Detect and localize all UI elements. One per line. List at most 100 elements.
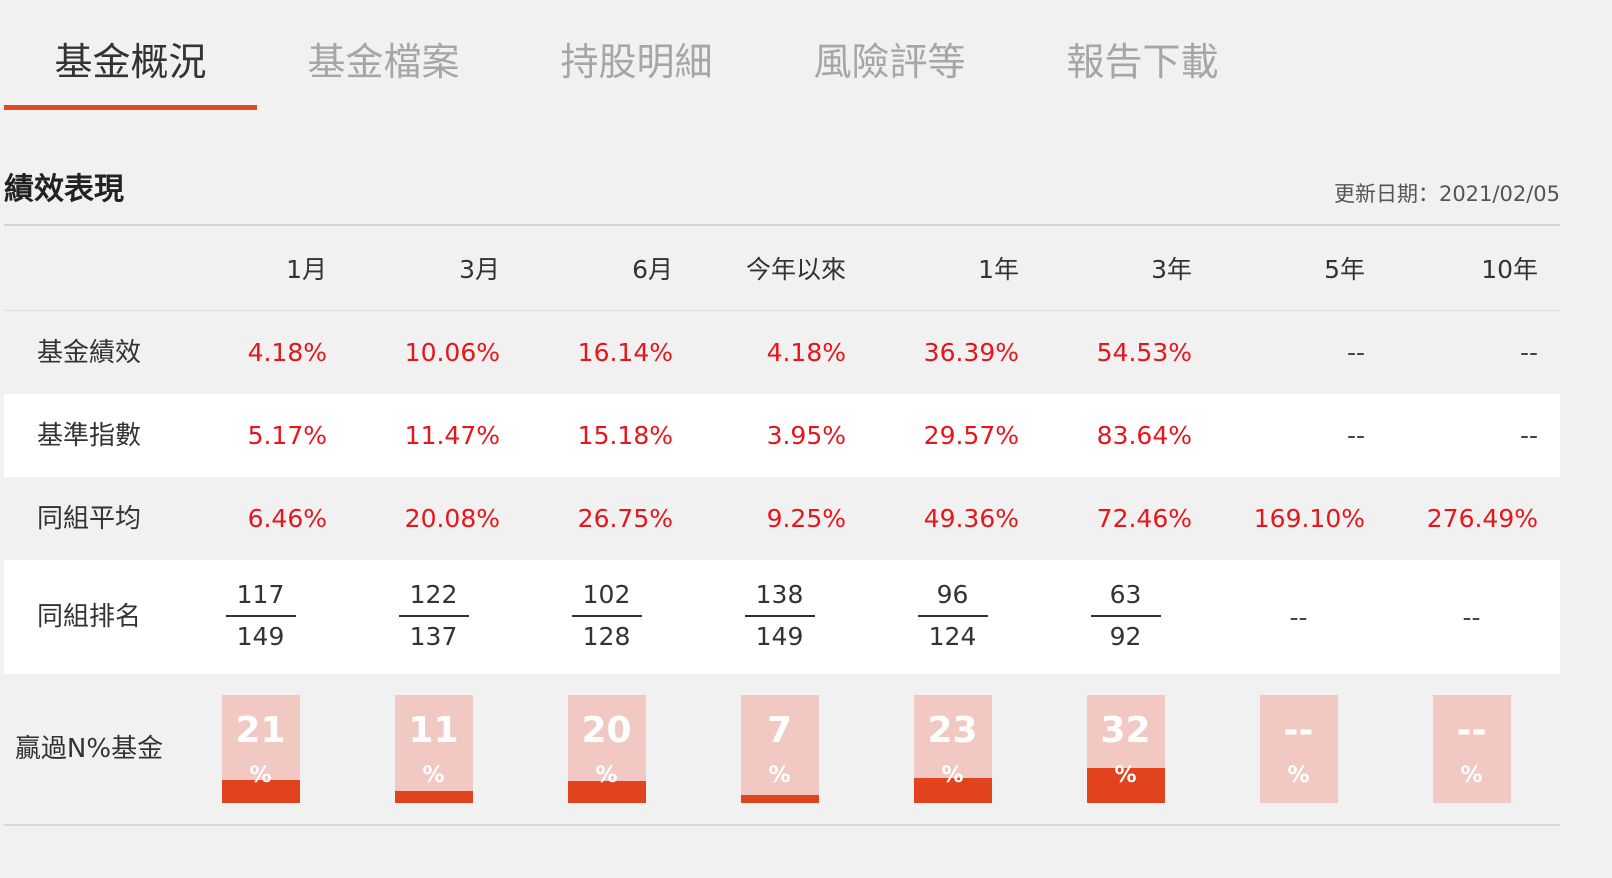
table-cell: 11.47%	[404, 421, 500, 450]
row-label-line: 贏過N%	[14, 734, 112, 764]
table-cell: --	[1519, 421, 1538, 450]
tab-holdings[interactable]: 持股明細	[560, 40, 713, 84]
beat-value: 21	[235, 710, 286, 751]
beat-unit: %	[768, 763, 791, 788]
column-header: 1年	[978, 255, 1019, 284]
rank-cell: --	[1212, 560, 1385, 674]
beat-value: 23	[927, 710, 978, 751]
beat-unit: %	[249, 763, 272, 788]
table-cell: --	[1519, 338, 1538, 367]
beat-unit: %	[1460, 763, 1483, 788]
column-header: 10年	[1481, 255, 1538, 284]
rank-cell: 138 149	[693, 560, 866, 674]
rank-total: 92	[1109, 622, 1142, 651]
update-date: 更新日期：2021/02/05	[1333, 182, 1560, 206]
rank-cell: 96 124	[866, 560, 1039, 674]
beat-cell: 32%	[1039, 674, 1212, 824]
rank-cell: 102 128	[520, 560, 693, 674]
rank-total: 124	[928, 622, 977, 651]
row-label: 基金績效	[36, 337, 141, 368]
table-cell: 4.18%	[247, 338, 327, 367]
rank-position: 102	[571, 577, 642, 617]
benchmark-row: 基準指數 5.17% 11.47% 15.18% 3.95% 29.57% 83.64% --…	[4, 394, 1560, 477]
rank-value: --	[1289, 602, 1308, 632]
beat-bar: 20%	[567, 695, 646, 803]
table-cell: 54.53%	[1096, 338, 1192, 367]
beat-cell: 7%	[693, 674, 866, 824]
rank-total: 137	[409, 622, 458, 651]
row-label: 贏過N% 基金	[4, 674, 174, 824]
rank-total: 149	[236, 622, 285, 651]
table-cell: 20.08%	[404, 504, 500, 533]
table-cell: --	[1346, 338, 1365, 367]
beat-bar: 11%	[394, 695, 473, 803]
beat-unit: %	[595, 763, 618, 788]
beat-value: 7	[766, 710, 793, 751]
table-cell: 10.06%	[404, 338, 500, 367]
table-cell: 36.39%	[923, 338, 1019, 367]
rank-fraction: 117 149	[225, 577, 296, 657]
column-header: 1月	[286, 255, 327, 284]
rank-cell: 117 149	[174, 560, 347, 674]
tab-fund-overview[interactable]: 基金概況	[4, 0, 257, 110]
beat-cell: --%	[1385, 674, 1558, 824]
tab-risk-rating[interactable]: 風險評等	[813, 40, 966, 84]
rank-position: 63	[1090, 577, 1161, 617]
table-cell: 6.46%	[247, 504, 327, 533]
rank-value: --	[1462, 602, 1481, 632]
tab-report-download[interactable]: 報告下載	[1066, 40, 1219, 84]
beat-value: 11	[408, 710, 459, 751]
tab-fund-profile[interactable]: 基金檔案	[307, 40, 460, 84]
table-cell: 169.10%	[1253, 504, 1365, 533]
beat-bar: --%	[1432, 695, 1511, 803]
fund-performance-row: 基金績效 4.18% 10.06% 16.14% 4.18% 36.39% 54.53% --…	[4, 311, 1560, 394]
beat-cell: --%	[1212, 674, 1385, 824]
rank-fraction: 63 92	[1090, 577, 1161, 657]
section-title: 績效表現	[4, 172, 124, 207]
row-label-line: 基金	[111, 734, 164, 764]
beat-bar: 23%	[913, 695, 992, 803]
table-cell: 49.36%	[923, 504, 1019, 533]
table-cell: 83.64%	[1096, 421, 1192, 450]
row-label: 同組排名	[36, 602, 141, 632]
table-cell: 5.17%	[247, 421, 327, 450]
rank-cell: --	[1385, 560, 1558, 674]
table-cell: 26.75%	[577, 504, 673, 533]
beat-unit: %	[941, 763, 964, 788]
table-cell: 9.25%	[766, 504, 846, 533]
beat-cell: 21%	[174, 674, 347, 824]
divider	[4, 824, 1560, 826]
beat-bar-fill	[913, 778, 992, 803]
rank-fraction: 102 128	[571, 577, 642, 657]
beat-bar-fill	[740, 795, 819, 803]
beat-percent-row: 贏過N% 基金 21% 11% 20% 7% 23% 32% --% --%	[4, 674, 1560, 824]
rank-fraction: 138 149	[744, 577, 815, 657]
column-header: 5年	[1324, 255, 1365, 284]
rank-position: 96	[917, 577, 988, 617]
beat-value: --	[1283, 710, 1314, 751]
divider	[4, 224, 1560, 226]
table-cell: 3.95%	[766, 421, 846, 450]
rank-position: 138	[744, 577, 815, 617]
beat-cell: 23%	[866, 674, 1039, 824]
rank-position: 122	[398, 577, 469, 617]
tab-bar: 基金概況 基金檔案 持股明細 風險評等 報告下載	[4, 0, 1564, 110]
beat-bar: 21%	[221, 695, 300, 803]
beat-bar-fill	[221, 780, 300, 803]
rank-cell: 122 137	[347, 560, 520, 674]
column-header: 今年以來	[745, 255, 846, 284]
table-cell: 16.14%	[577, 338, 673, 367]
rank-total: 149	[755, 622, 804, 651]
table-cell: --	[1346, 421, 1365, 450]
table-header-row: 1月 3月 6月 今年以來 1年 3年 5年 10年	[4, 226, 1560, 311]
column-header: 3年	[1151, 255, 1192, 284]
beat-bar-fill	[1086, 768, 1165, 803]
column-header: 6月	[632, 255, 673, 284]
beat-unit: %	[1114, 763, 1137, 788]
table-cell: 72.46%	[1096, 504, 1192, 533]
beat-value: 20	[581, 710, 632, 751]
peer-average-row: 同組平均 6.46% 20.08% 26.75% 9.25% 49.36% 72.46% 16…	[4, 477, 1560, 560]
performance-table: 1月 3月 6月 今年以來 1年 3年 5年 10年基金績效 4.18% 10.06% 16.14%…	[4, 226, 1560, 824]
column-header: 3月	[459, 255, 500, 284]
rank-position: 117	[225, 577, 296, 617]
